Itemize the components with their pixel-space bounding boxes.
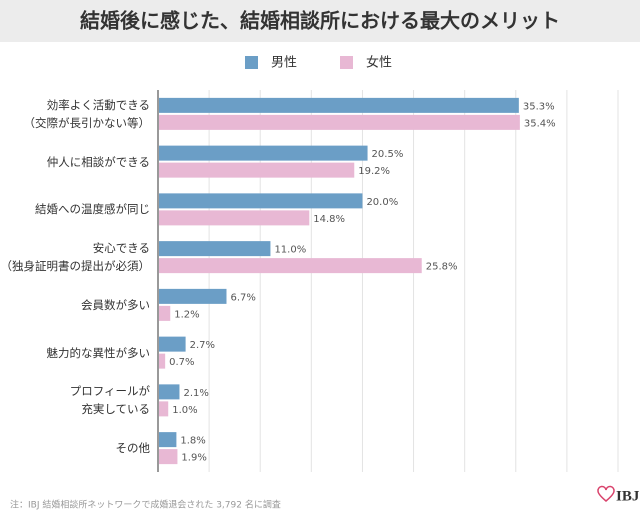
y-tick-label: 効率よく活動できる （交際が長引かない等） xyxy=(23,97,151,130)
footnote: 注：IBJ 結婚相談所ネットワークで成婚退会された 3,792 名に調査 xyxy=(10,499,281,511)
value-label: 14.8% xyxy=(313,214,345,225)
bar xyxy=(158,114,520,130)
y-tick-label: 魅力的な異性が多い xyxy=(46,345,151,360)
value-label: 20.0% xyxy=(366,197,398,208)
y-tick-label: その他 xyxy=(115,441,151,456)
bar xyxy=(158,305,171,321)
logo-heart xyxy=(597,485,615,502)
legend-label: 男性 xyxy=(271,56,297,71)
bar xyxy=(158,353,166,369)
value-label: 35.3% xyxy=(523,101,555,112)
bar xyxy=(158,449,178,465)
bar xyxy=(158,145,368,161)
bar xyxy=(158,288,227,304)
bar xyxy=(158,384,180,400)
value-label: 2.7% xyxy=(190,340,215,351)
logo: IBJ xyxy=(616,488,640,504)
bar xyxy=(158,401,169,417)
y-tick-label: 会員数が多い xyxy=(81,297,150,312)
chart-title: 結婚後に感じた、結婚相談所における最大のメリット xyxy=(80,9,560,33)
bar xyxy=(158,193,363,209)
value-label: 1.8% xyxy=(180,436,205,447)
value-label: 0.7% xyxy=(169,357,194,368)
value-label: 1.0% xyxy=(172,405,197,416)
y-tick-label: 仲人に相談ができる xyxy=(46,154,150,169)
value-label: 35.4% xyxy=(524,118,556,129)
value-label: 1.2% xyxy=(174,309,199,320)
value-label: 2.1% xyxy=(183,388,208,399)
bar xyxy=(158,241,271,257)
value-label: 25.8% xyxy=(426,262,458,273)
y-tick-label: 結婚への温度感が同じ xyxy=(35,202,150,217)
value-label: 6.7% xyxy=(230,292,255,303)
bar xyxy=(158,210,310,226)
value-label: 19.2% xyxy=(358,166,390,177)
y-tick-label: 安心できる （独身証明書の提出が必須） xyxy=(0,241,151,274)
bar xyxy=(158,432,177,448)
bar xyxy=(158,97,519,113)
legend-label: 女性 xyxy=(366,55,392,71)
y-tick-label: プロフィールが 充実している xyxy=(69,384,150,417)
title-band xyxy=(0,0,640,42)
legend-swatch xyxy=(245,56,258,69)
bar xyxy=(158,162,355,178)
bar xyxy=(158,336,186,352)
value-label: 11.0% xyxy=(274,245,306,256)
bar xyxy=(158,258,422,274)
value-label: 20.5% xyxy=(372,149,404,160)
value-label: 1.9% xyxy=(181,453,206,464)
legend-swatch xyxy=(340,56,353,69)
